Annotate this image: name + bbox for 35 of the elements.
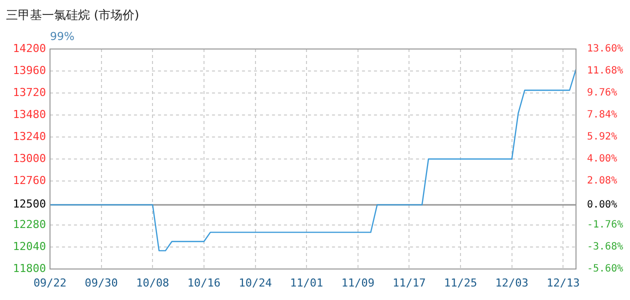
y-tick-label: 14200	[12, 42, 46, 55]
x-tick-label: 10/24	[238, 276, 272, 290]
y2-tick-label: 7.84%	[587, 110, 618, 121]
y2-tick-label: 2.08%	[587, 176, 618, 187]
x-tick-label: 11/01	[290, 276, 324, 290]
y2-tick-label: 11.68%	[587, 66, 624, 77]
chart-subtitle: 99%	[50, 30, 74, 43]
x-tick-label: 12/13	[546, 276, 580, 290]
y2-tick-label: 13.60%	[587, 44, 624, 55]
y-tick-label: 12280	[12, 218, 46, 231]
y-tick-label: 13240	[12, 130, 46, 143]
y2-tick-label: 0.00%	[587, 199, 618, 210]
y-tick-label: 13720	[12, 86, 46, 99]
x-tick-label: 12/03	[495, 276, 528, 290]
y-tick-label: 13000	[12, 152, 46, 165]
x-tick-label: 11/09	[341, 276, 374, 290]
x-tick-label: 09/30	[84, 276, 118, 290]
y2-tick-label: 4.00%	[587, 154, 618, 165]
y2-tick-label: -5.60%	[587, 264, 624, 275]
chart-title: 三甲基一氯硅烷 (市场价)	[6, 7, 140, 24]
x-tick-label: 10/08	[136, 276, 170, 290]
y2-tick-label: 9.76%	[587, 88, 618, 99]
x-tick-label: 10/16	[187, 276, 221, 290]
y2-tick-label: 5.92%	[587, 132, 618, 143]
y2-tick-label: -1.76%	[587, 220, 624, 231]
y-tick-label: 12040	[12, 240, 46, 253]
x-tick-label: 11/25	[444, 276, 478, 290]
y-tick-label: 13480	[12, 108, 46, 121]
y-tick-label: 13960	[12, 64, 46, 77]
y2-tick-label: -3.68%	[587, 242, 624, 253]
y-tick-label: 12500	[12, 198, 46, 211]
y-tick-label: 12760	[12, 174, 46, 187]
x-tick-label: 11/17	[392, 276, 426, 290]
y-tick-label: 11800	[12, 262, 46, 275]
x-tick-label: 09/22	[33, 276, 67, 290]
